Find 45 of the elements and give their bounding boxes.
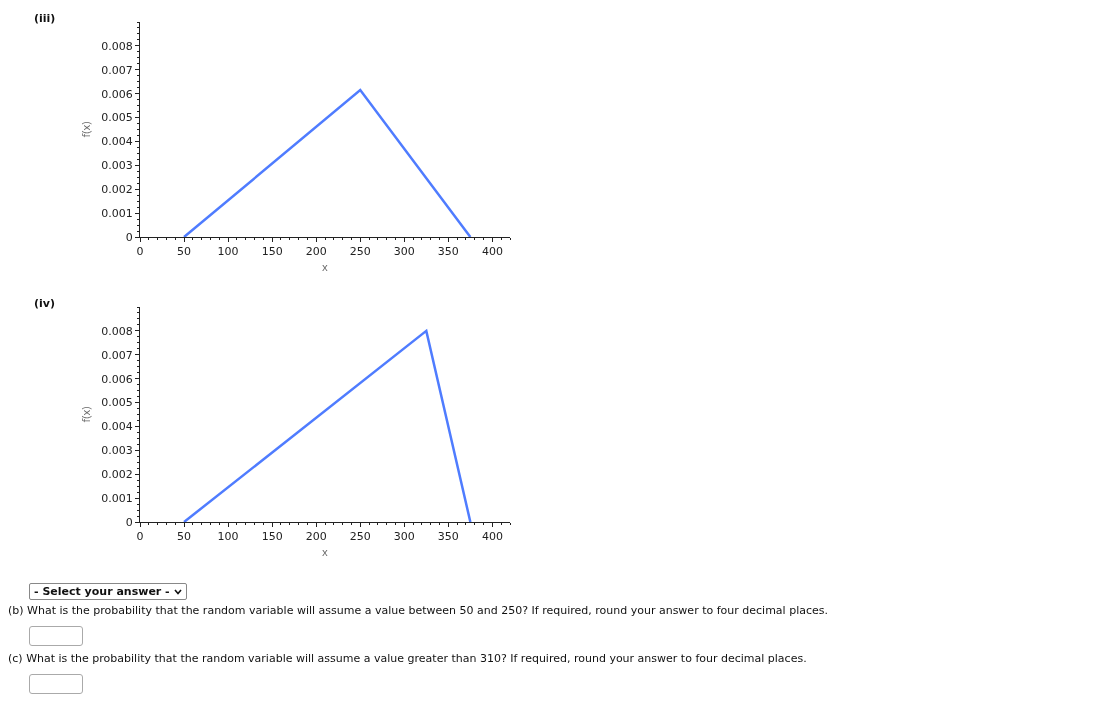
y-tick-label: 0 bbox=[125, 230, 133, 244]
y-tick-label: 0.004 bbox=[101, 135, 133, 149]
y-tick-label: 0.001 bbox=[101, 206, 133, 220]
x-tick-label: 0 bbox=[136, 530, 144, 544]
x-tick-label: 350 bbox=[437, 530, 459, 544]
x-tick-label: 0 bbox=[136, 245, 144, 259]
text: (iii) bbox=[34, 12, 56, 25]
y-tick-label: 0.004 bbox=[101, 420, 133, 434]
x-tick-label: 250 bbox=[349, 530, 371, 544]
y-axis-title: f(x) bbox=[77, 121, 93, 138]
y-tick-label: 0.007 bbox=[101, 348, 133, 362]
y-tick-label: 0.007 bbox=[101, 63, 133, 77]
x-axis-title: x bbox=[322, 544, 329, 560]
y-tick-label: 0.005 bbox=[101, 111, 133, 125]
x-tick-label: 350 bbox=[437, 245, 459, 259]
y-tick-label: 0.005 bbox=[101, 396, 133, 410]
x-tick-label: 200 bbox=[305, 530, 327, 544]
x-tick-label: 300 bbox=[393, 530, 415, 544]
y-tick-label: 0 bbox=[125, 515, 133, 529]
y-tick-label: 0.003 bbox=[101, 444, 133, 458]
y-tick-label: 0.008 bbox=[101, 39, 133, 53]
y-tick-label: 0.003 bbox=[101, 159, 133, 173]
y-tick-label: 0.001 bbox=[101, 491, 133, 505]
x-tick-label: 400 bbox=[481, 245, 503, 259]
dropdown-field: - Select your answer - bbox=[29, 583, 187, 600]
y-tick-label: 0.008 bbox=[101, 324, 133, 338]
y-tick-label: 0.006 bbox=[101, 372, 133, 386]
x-tick-label: 100 bbox=[217, 245, 239, 259]
x-tick-label: 50 bbox=[177, 530, 192, 544]
x-tick-label: 250 bbox=[349, 245, 371, 259]
x-tick-label: 200 bbox=[305, 245, 327, 259]
x-tick-label: 150 bbox=[261, 530, 283, 544]
x-tick-label: 150 bbox=[261, 245, 283, 259]
y-axis-title: f(x) bbox=[77, 406, 93, 423]
text: (iv) bbox=[34, 297, 55, 310]
y-tick-label: 0.002 bbox=[101, 468, 133, 482]
y-tick-label: 0.006 bbox=[101, 87, 133, 101]
x-axis-title: x bbox=[322, 259, 329, 275]
y-tick-label: 0.002 bbox=[101, 183, 133, 197]
x-tick-label: 100 bbox=[217, 530, 239, 544]
x-tick-label: 300 bbox=[393, 245, 415, 259]
text: (b) What is the probability that the random variable will assume a value between 50 and 250? If required, round your answer to four decimal places. bbox=[8, 604, 828, 617]
x-tick-label: 400 bbox=[481, 530, 503, 544]
x-tick-label: 50 bbox=[177, 245, 192, 259]
text: (c) What is the probability that the random variable will assume a value greater than 310? If required, round your answer to four decimal places. bbox=[8, 652, 807, 665]
